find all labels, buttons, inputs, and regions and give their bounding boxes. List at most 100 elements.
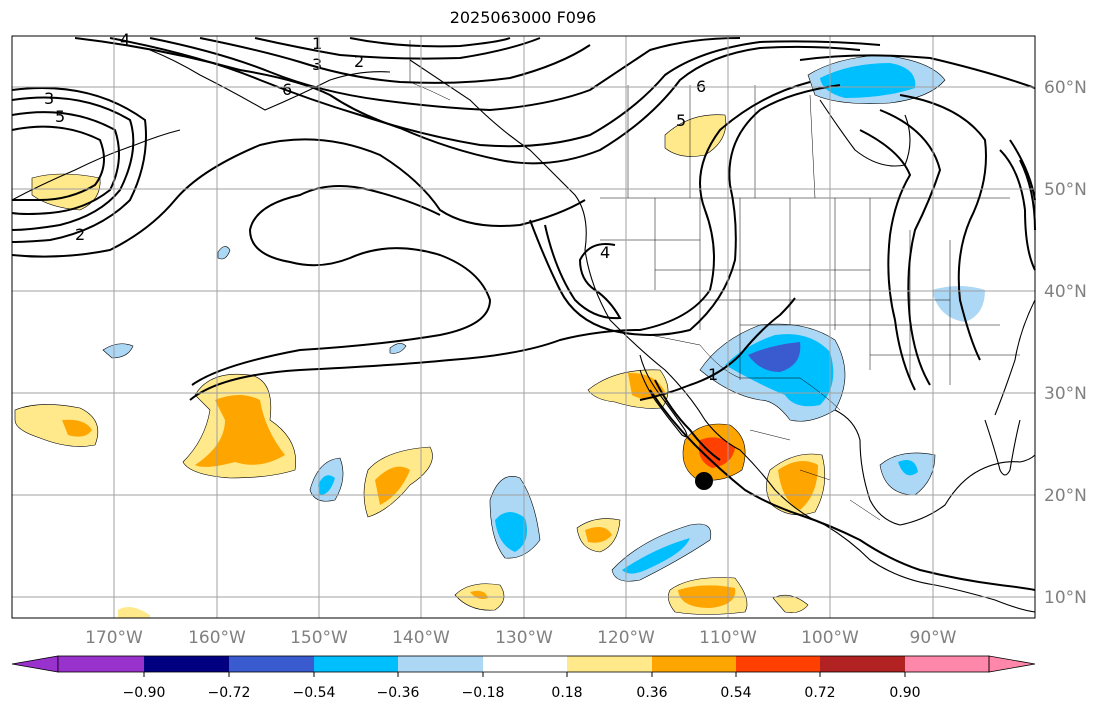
colorbar-extend-high (988, 655, 1036, 673)
colorbar-segment (820, 656, 905, 672)
lat-tick-label: 30°N (1044, 384, 1087, 404)
contour-16 (349, 37, 511, 48)
map-title: 2025063000 F096 (449, 8, 597, 27)
contour-18 (899, 94, 987, 361)
colorbar-extend-low (11, 655, 59, 673)
anomaly-fill-sw-us-core (748, 342, 801, 372)
colorbar-segment (652, 656, 736, 672)
colorbar-outline (57, 655, 990, 673)
lon-tick-label: 170°W (85, 628, 143, 648)
colorbar-segment (567, 656, 652, 672)
contour-label: 1 (708, 365, 718, 384)
anomaly-fill-south-3 (772, 594, 809, 613)
lon-tick-label: 130°W (495, 628, 553, 648)
lat-tick-label: 60°N (1044, 78, 1087, 98)
lon-tick-label: 140°W (392, 628, 450, 648)
coastline-aleutians (11, 129, 181, 201)
anomaly-fill-small-1-core (318, 475, 335, 495)
contour-label: 2 (75, 225, 85, 244)
contour-7 (11, 96, 135, 231)
colorbar-tick-label: 0.18 (551, 685, 582, 701)
contour-19 (879, 109, 942, 386)
contour-10 (11, 125, 105, 201)
colorbar-tick-label: −0.72 (208, 685, 251, 701)
contour-1 (11, 138, 586, 258)
lat-tick-label: 10°N (1044, 588, 1087, 608)
map-frame (11, 35, 1036, 619)
anomaly-fill-corner-1 (118, 606, 150, 618)
colorbar-segment (398, 656, 483, 672)
lat-tick-label: 20°N (1044, 486, 1087, 506)
contour-label: 4 (600, 243, 610, 262)
positive-anomaly-fills (14, 114, 826, 618)
colorbar-tick-label: 0.36 (636, 685, 667, 701)
colorbar-tick-label: 0.90 (889, 685, 920, 701)
contour-label: 6 (282, 80, 292, 99)
colorbar-tick-label: −0.18 (462, 685, 505, 701)
coastline-florida (984, 419, 1021, 476)
contour-21 (999, 149, 1036, 271)
contour-label: 4 (120, 30, 130, 49)
contour-label: 1 (312, 34, 322, 53)
coastlines (11, 49, 1036, 613)
colorbar-segment (736, 656, 820, 672)
lon-tick-label: 120°W (597, 628, 655, 648)
coastline-north-america-west (409, 59, 1036, 613)
coastline-gulf-of-mexico (834, 409, 1036, 526)
contour-15 (254, 37, 541, 60)
colorbar-segment (144, 656, 229, 672)
contour-13 (149, 37, 741, 112)
coastline-hudson-bay (819, 99, 911, 167)
colorbar: −0.90 −0.72 −0.54 −0.36 −0.18 0.18 0.36 … (11, 655, 1036, 701)
contour-24 (654, 379, 721, 461)
contour-11 (74, 37, 861, 165)
anomaly-fill-west-pacific-core (62, 419, 92, 437)
lon-tick-label: 100°W (801, 628, 859, 648)
contour-12 (109, 37, 881, 148)
anomaly-fill-pacific-blob-core (495, 511, 528, 552)
lat-tick-label: 50°N (1044, 180, 1087, 200)
colorbar-tick-label: −0.90 (123, 685, 166, 701)
longitude-labels: 170°W 160°W 150°W 140°W 130°W 120°W 110°… (85, 628, 957, 648)
political-borders (409, 40, 1020, 521)
contour-9 (11, 111, 120, 215)
contour-label: 2 (354, 52, 364, 71)
lon-tick-label: 90°W (910, 628, 957, 648)
colorbar-tick-label: 0.72 (804, 685, 835, 701)
colorbar-segment (905, 656, 989, 672)
contour-label: 3 (312, 55, 322, 74)
contour-6 (639, 297, 796, 401)
border-canada-4 (809, 94, 816, 199)
lon-tick-label: 150°W (290, 628, 348, 648)
colorbar-segment (58, 656, 144, 672)
anomaly-fill-mexico-south-core (778, 461, 818, 510)
anomaly-fill-gulf-alaska (31, 173, 101, 211)
border-mexico-states (749, 429, 881, 521)
contour-5 (544, 224, 622, 320)
contour-17 (799, 54, 1036, 89)
anomaly-fill-small-4 (217, 246, 231, 260)
contour-2 (191, 185, 492, 386)
anomaly-fill-elongated-core (622, 538, 690, 574)
contour-4 (529, 84, 841, 336)
colorbar-segment (229, 656, 314, 672)
lon-tick-label: 110°W (699, 628, 757, 648)
contour-14 (199, 37, 591, 84)
contour-22 (1009, 139, 1036, 201)
lon-tick-label: 160°W (188, 628, 246, 648)
gridlines (12, 36, 1035, 618)
coastline-alaska (149, 49, 391, 111)
contour-20 (859, 129, 916, 391)
anomaly-fill-mexico-core (698, 437, 735, 468)
colorbar-segment (483, 656, 567, 672)
storm-position-marker (695, 472, 713, 490)
contour-lines (11, 37, 1036, 591)
contour-3 (189, 81, 811, 401)
anomaly-fill-great-lakes (932, 286, 985, 322)
contour-8 (11, 87, 147, 243)
anomaly-fill-small-3 (389, 343, 407, 354)
colorbar-tick-label: −0.54 (293, 685, 336, 701)
latitude-labels: 60°N 50°N 40°N 30°N 20°N 10°N (1044, 78, 1087, 608)
contour-25 (649, 389, 1036, 591)
